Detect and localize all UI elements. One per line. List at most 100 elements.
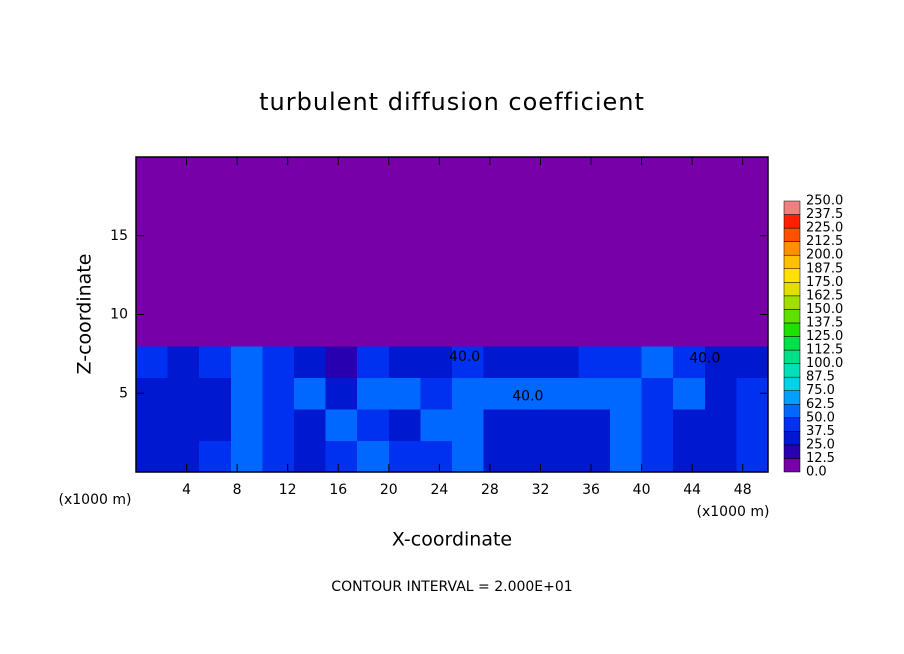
field-cell xyxy=(610,188,643,221)
field-cell xyxy=(610,220,643,252)
colorbar-band xyxy=(783,404,801,419)
field-cell xyxy=(736,283,769,315)
field-cell xyxy=(420,283,453,315)
field-cell xyxy=(294,188,327,221)
colorbar-band xyxy=(783,376,801,391)
colorbar-label: 212.5 xyxy=(806,234,843,249)
contour-label: 40.0 xyxy=(449,349,480,365)
field-cell xyxy=(610,157,643,189)
field-cell xyxy=(641,314,674,347)
field-cell xyxy=(262,440,295,473)
colorbar-label: 25.0 xyxy=(806,437,835,452)
colorbar-band xyxy=(783,444,801,459)
field-cell xyxy=(230,409,263,441)
field-cell xyxy=(704,188,737,221)
field-cell xyxy=(610,409,643,441)
field-cell xyxy=(736,409,769,441)
field-cell xyxy=(357,314,390,347)
contour-label: 40.0 xyxy=(512,388,543,404)
field-cell xyxy=(325,377,358,410)
field-cell xyxy=(230,440,263,473)
colorbar-label: 250.0 xyxy=(806,194,843,209)
field-cell xyxy=(388,314,421,347)
colorbar-band xyxy=(783,268,801,283)
field-cell xyxy=(230,283,263,315)
field-cell xyxy=(515,346,548,378)
field-cell xyxy=(704,377,737,410)
field-cell xyxy=(167,314,200,347)
field-cell xyxy=(546,440,579,473)
field-cell xyxy=(325,409,358,441)
y-tick-label: 10 xyxy=(110,307,128,323)
field-cell xyxy=(420,251,453,284)
field-cell xyxy=(704,283,737,315)
colorbar-band xyxy=(783,241,801,256)
y-axis-label: Z-coordinate xyxy=(74,254,96,375)
field-cell xyxy=(736,346,769,378)
field-cell xyxy=(515,251,548,284)
field-cell xyxy=(610,314,643,347)
colorbar-band xyxy=(783,336,801,351)
field-cell xyxy=(704,220,737,252)
field-cell xyxy=(546,157,579,189)
field-cell xyxy=(136,409,169,441)
x-tick-label: 12 xyxy=(279,482,297,498)
colorbar-band xyxy=(783,349,801,364)
field-cell xyxy=(325,251,358,284)
field-cell xyxy=(262,377,295,410)
field-cell xyxy=(452,220,485,252)
field-cell xyxy=(610,377,643,410)
field-cell xyxy=(673,377,706,410)
colorbar-label: 125.0 xyxy=(806,329,843,344)
field-cell xyxy=(483,409,516,441)
field-cell xyxy=(673,409,706,441)
field-cell xyxy=(546,188,579,221)
field-cell xyxy=(610,283,643,315)
colorbar-label: 75.0 xyxy=(806,383,835,398)
field-cell xyxy=(736,188,769,221)
field-cell xyxy=(420,346,453,378)
field-cell xyxy=(704,251,737,284)
colorbar-label: 137.5 xyxy=(806,315,843,330)
field-cell xyxy=(736,251,769,284)
colorbar-label: 237.5 xyxy=(806,207,843,222)
field-cell xyxy=(420,409,453,441)
field-cell xyxy=(578,314,611,347)
field-cell xyxy=(673,314,706,347)
x-tick-label: 4 xyxy=(182,482,191,498)
field-cell xyxy=(578,188,611,221)
colorbar-label: 112.5 xyxy=(806,343,843,358)
colorbar-band xyxy=(783,390,801,405)
x-tick-label: 28 xyxy=(481,482,499,498)
field-cell xyxy=(704,346,737,378)
field-cell xyxy=(673,346,706,378)
field-cell xyxy=(294,314,327,347)
field-cell xyxy=(515,314,548,347)
x-tick-label: 20 xyxy=(380,482,398,498)
field-cell xyxy=(167,283,200,315)
field-cell xyxy=(546,346,579,378)
colorbar-band xyxy=(783,458,801,473)
field-cell xyxy=(199,346,232,378)
field-cell xyxy=(294,220,327,252)
field-cell xyxy=(136,157,169,189)
field-cell xyxy=(641,346,674,378)
field-cell xyxy=(294,377,327,410)
x-unit-label: (x1000 m) xyxy=(59,492,132,508)
field xyxy=(136,157,769,473)
field-cell xyxy=(483,157,516,189)
field-cell xyxy=(294,409,327,441)
field-cell xyxy=(199,220,232,252)
field-cell xyxy=(704,314,737,347)
colorbar-label: 62.5 xyxy=(806,397,835,412)
x-tick-label: 40 xyxy=(633,482,651,498)
field-cell xyxy=(452,251,485,284)
field-cell xyxy=(294,251,327,284)
field-cell xyxy=(641,220,674,252)
field-cell xyxy=(420,157,453,189)
field-cell xyxy=(578,440,611,473)
field-cell xyxy=(515,283,548,315)
x-tick-label: 16 xyxy=(329,482,347,498)
field-cell xyxy=(578,157,611,189)
field-cell xyxy=(167,157,200,189)
